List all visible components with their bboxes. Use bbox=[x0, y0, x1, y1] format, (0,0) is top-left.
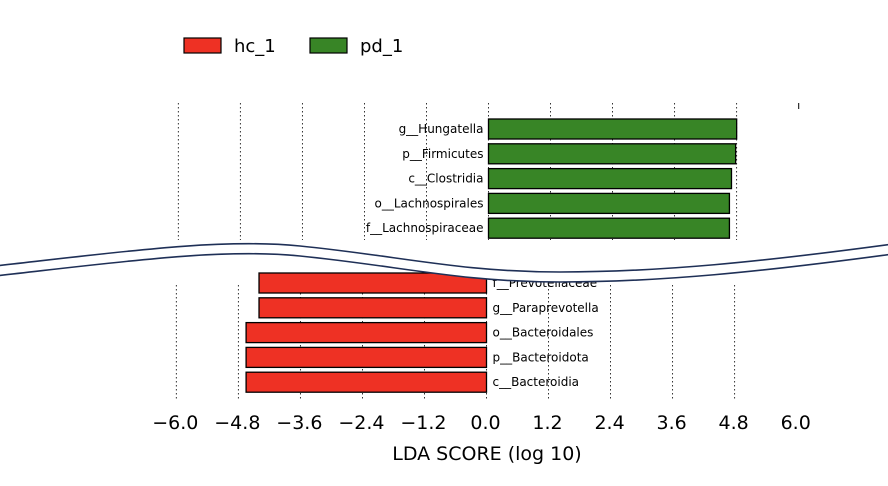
x-tick-label: 0.0 bbox=[470, 412, 500, 434]
bar-g--hungatella bbox=[487, 118, 738, 140]
x-tick-label: 6.0 bbox=[781, 412, 811, 434]
x-axis-ticks: −6.0 −4.8 −3.6 −2.4 −1.2 0.0 1.2 2.4 3.6 4.8 6.0 bbox=[152, 412, 811, 434]
legend-swatch-pd_1 bbox=[309, 37, 348, 54]
x-tick-label: −3.6 bbox=[276, 412, 322, 434]
bar-o--bacteroidales bbox=[245, 321, 488, 344]
bar-g--paraprevotella bbox=[258, 297, 488, 319]
bar-c--bacteroidia bbox=[245, 371, 488, 393]
bar-c--clostridia bbox=[487, 167, 733, 190]
bar-label: p__Bacteroidota bbox=[493, 350, 589, 364]
bar-label: o__Lachnospirales bbox=[375, 196, 484, 210]
bar-f--lachnospiraceae bbox=[487, 217, 731, 239]
x-tick-label: 1.2 bbox=[532, 412, 562, 434]
break-line-upper bbox=[0, 242, 888, 273]
bar-f--prevotellaceae bbox=[258, 272, 488, 294]
bars-top: g__Hungatella p__Firmicutes c__Clostridiao… bbox=[366, 118, 738, 239]
legend-label-hc_1: hc_1 bbox=[234, 36, 276, 57]
bar-label: g__Hungatella bbox=[399, 122, 484, 136]
bar-label: c__Bacteroidia bbox=[493, 375, 580, 389]
x-tick-label: 2.4 bbox=[594, 412, 624, 434]
bar-label: f__Lachnospiraceae bbox=[366, 221, 484, 235]
legend: hc_1 pd_1 bbox=[183, 36, 403, 57]
legend-label-pd_1: pd_1 bbox=[360, 36, 403, 57]
bar-label: p__Firmicutes bbox=[402, 147, 483, 161]
bar-p--bacteroidota bbox=[245, 346, 488, 369]
x-tick-label: 4.8 bbox=[719, 412, 749, 434]
bars-bottom: f__Prevotellaceaeg__Paraprevotellao__Bac… bbox=[245, 272, 599, 393]
x-tick-label: −6.0 bbox=[152, 412, 198, 434]
bar-label: o__Bacteroidales bbox=[493, 326, 594, 340]
bar-label: c__Clostridia bbox=[408, 172, 483, 186]
x-axis-title: LDA SCORE (log 10) bbox=[392, 443, 581, 465]
break-line-lower bbox=[0, 252, 888, 283]
bar-p--firmicutes bbox=[487, 143, 737, 165]
bar-label: g__Paraprevotella bbox=[493, 301, 599, 315]
legend-swatch-hc_1 bbox=[183, 37, 222, 54]
x-tick-label: 3.6 bbox=[657, 412, 687, 434]
axis-break-marker bbox=[0, 242, 888, 283]
x-tick-label: −4.8 bbox=[214, 412, 260, 434]
x-tick-label: −2.4 bbox=[338, 412, 384, 434]
bar-o--lachnospirales bbox=[487, 192, 731, 215]
x-tick-label: −1.2 bbox=[400, 412, 446, 434]
break-band bbox=[0, 243, 888, 282]
